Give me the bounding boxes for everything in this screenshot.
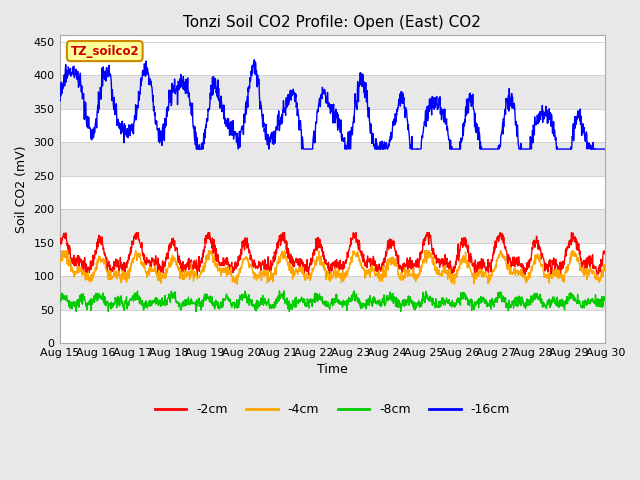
- Bar: [60, 109, 605, 143]
- Y-axis label: Soil CO2 (mV): Soil CO2 (mV): [15, 145, 28, 233]
- Bar: [60, 209, 605, 243]
- Bar: [60, 243, 605, 276]
- Bar: [60, 75, 605, 109]
- Bar: [60, 143, 605, 176]
- Title: Tonzi Soil CO2 Profile: Open (East) CO2: Tonzi Soil CO2 Profile: Open (East) CO2: [184, 15, 481, 30]
- Text: TZ_soilco2: TZ_soilco2: [70, 45, 139, 58]
- Bar: [60, 310, 605, 343]
- Bar: [60, 276, 605, 310]
- Legend: -2cm, -4cm, -8cm, -16cm: -2cm, -4cm, -8cm, -16cm: [150, 398, 515, 421]
- Bar: [60, 42, 605, 75]
- Bar: [60, 176, 605, 209]
- X-axis label: Time: Time: [317, 363, 348, 376]
